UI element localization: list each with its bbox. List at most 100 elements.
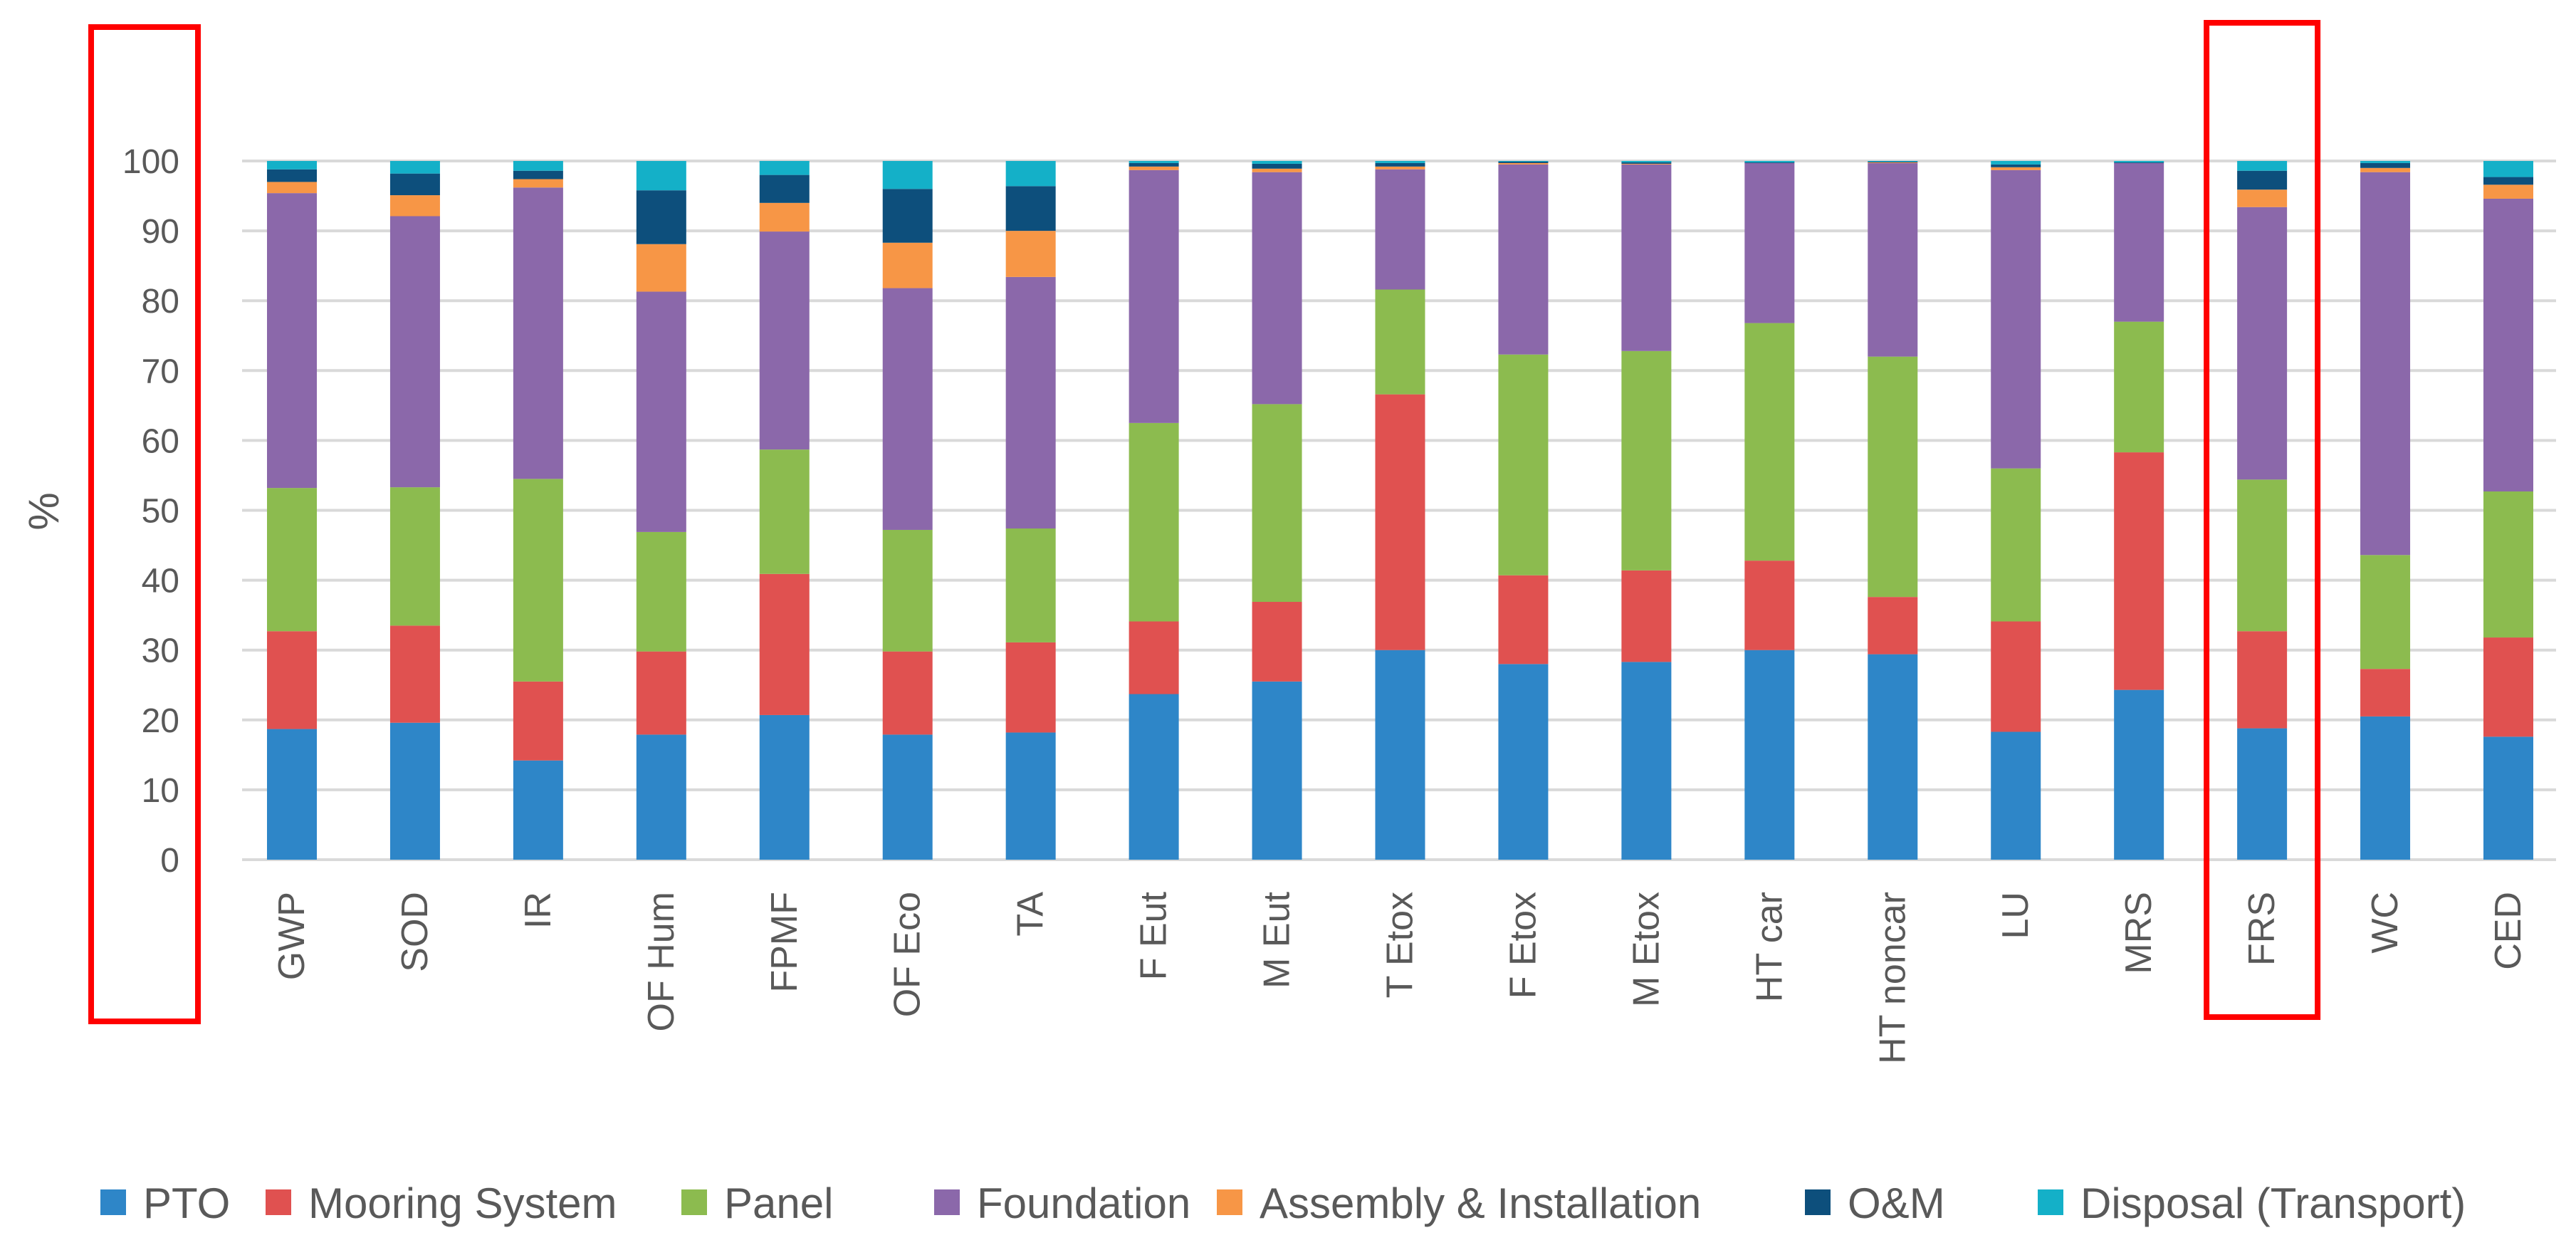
bar-segment-assembly-installation [1129, 166, 1179, 170]
bar-segment-mooring-system [2360, 669, 2411, 717]
bar-segment-disposal-transport [267, 161, 317, 170]
bar-segment-disposal-transport [1129, 161, 1179, 163]
bar-segment-pto [882, 734, 933, 860]
x-tick-label: F Etox [1502, 892, 1544, 999]
bar-segment-o-m [636, 190, 686, 244]
bar-segment-panel [1744, 323, 1795, 561]
bar-segment-panel [1498, 354, 1549, 575]
bar-segment-panel [513, 479, 563, 682]
legend: PTO Mooring System Panel Foundation Assembly… [100, 1179, 2466, 1227]
x-tick-label: FRS [2241, 892, 2283, 966]
highlight-boxes [88, 20, 2321, 1024]
legend-swatch [2038, 1189, 2063, 1215]
bar-segment-pto [1621, 662, 1672, 860]
x-tick-label: OF Hum [641, 892, 682, 1031]
x-tick-label: CED [2488, 892, 2529, 970]
legend-label: Disposal (Transport) [2080, 1179, 2466, 1227]
x-tick-label: WC [2365, 892, 2406, 954]
bar-segment-pto [1129, 694, 1179, 860]
bar-segment-o-m [389, 173, 440, 196]
legend-swatch [681, 1189, 707, 1215]
x-tick-label: SOD [394, 892, 436, 972]
bar-segment-pto [1868, 654, 1918, 860]
bar-segment-panel [882, 529, 933, 652]
bar-segment-foundation [389, 216, 440, 488]
x-tick-label: HT noncar [1872, 892, 1913, 1064]
bar-segment-o-m [1744, 162, 1795, 163]
bar-segment-assembly-installation [513, 179, 563, 188]
bar-segment-disposal-transport [882, 161, 933, 189]
bar-segment-disposal-transport [1744, 161, 1795, 162]
bar-stack [1375, 161, 1425, 860]
bar-segment-assembly-installation [1252, 168, 1302, 172]
bar-segment-o-m [1498, 161, 1549, 163]
x-tick-label: HT car [1749, 892, 1790, 1002]
x-tick-label: LU [1995, 892, 2036, 939]
bar-segment-foundation [2483, 198, 2533, 492]
bar-segment-assembly-installation [1621, 163, 1672, 165]
bar-segment-disposal-transport [636, 161, 686, 191]
bar-segment-mooring-system [2114, 452, 2164, 690]
bar-segment-assembly-installation [2360, 167, 2411, 172]
legend-swatch [266, 1189, 291, 1215]
bar-stack [1498, 161, 1549, 860]
bar-segment-pto [1375, 650, 1425, 860]
bar-segment-pto [2114, 689, 2164, 860]
bar-segment-panel [2237, 479, 2288, 632]
bar-segment-mooring-system [759, 573, 810, 715]
legend-swatch [934, 1189, 960, 1215]
bar-segment-pto [1498, 664, 1549, 860]
bar-stack [513, 161, 563, 860]
bar-segment-panel [1252, 404, 1302, 603]
legend-label: O&M [1848, 1179, 1945, 1227]
bar-segment-disposal-transport [759, 161, 810, 175]
bar-segment-pto [2483, 736, 2533, 860]
bar-segment-panel [2360, 555, 2411, 670]
y-tick-label: 20 [142, 702, 179, 740]
bar-segment-foundation [2360, 172, 2411, 556]
bar-segment-panel [2483, 491, 2533, 638]
y-axis-highlight-box [88, 24, 201, 1024]
bar-segment-mooring-system [1621, 570, 1672, 662]
bar-segment-pto [759, 714, 810, 860]
bar-segment-panel [1375, 289, 1425, 395]
bar-segment-panel [2114, 321, 2164, 453]
bar-segment-disposal-transport [2360, 161, 2411, 163]
x-tick-label: T Etox [1380, 892, 1421, 998]
x-tick-label: M Eut [1257, 891, 1298, 988]
bar-segment-disposal-transport [1621, 161, 1672, 162]
bar-stack [2360, 161, 2411, 860]
bar-segment-panel [1621, 350, 1672, 571]
bar-segment-disposal-transport [1375, 161, 1425, 163]
bar-segment-mooring-system [1375, 394, 1425, 650]
y-tick-label: 0 [160, 842, 179, 880]
bar-stack [1252, 161, 1302, 860]
bar-segment-foundation [1005, 276, 1056, 529]
bar-segment-foundation [1252, 172, 1302, 405]
y-axis-ticks: 0 10 20 30 40 50 60 70 80 90 100 [122, 143, 179, 880]
y-tick-label: 60 [142, 422, 179, 460]
bar-segment-assembly-installation [1005, 231, 1056, 277]
bar-segment-mooring-system [1991, 621, 2041, 732]
bar-stack [636, 161, 686, 860]
bar-stack [1744, 161, 1795, 860]
bar-segment-assembly-installation [1991, 167, 2041, 170]
bar-stack [389, 161, 440, 860]
bar-segment-panel [1129, 422, 1179, 622]
bar-stack [2114, 161, 2164, 860]
x-tick-label: GWP [271, 892, 313, 980]
bar-segment-mooring-system [2237, 631, 2288, 729]
bar-segment-panel [636, 531, 686, 652]
legend-label: PTO [143, 1179, 230, 1227]
bar-stack [2483, 161, 2533, 860]
x-tick-label: IR [518, 892, 559, 929]
y-tick-label: 90 [142, 213, 179, 251]
bar-segment-assembly-installation [1498, 162, 1549, 165]
bar-segment-pto [2237, 728, 2288, 860]
bar-segment-disposal-transport [1005, 161, 1056, 187]
bar-segment-o-m [1991, 164, 2041, 167]
bar-segment-mooring-system [2483, 637, 2533, 737]
bar-segment-o-m [2360, 162, 2411, 168]
bar-segment-assembly-installation [2483, 184, 2533, 199]
